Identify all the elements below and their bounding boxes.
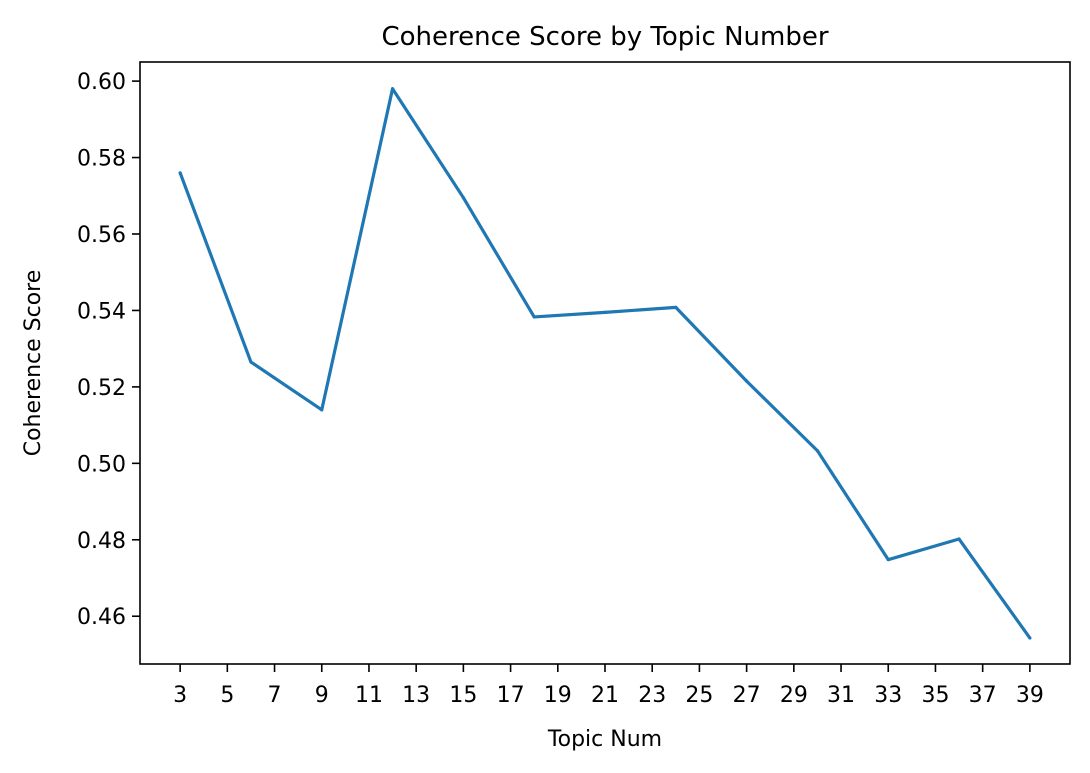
x-tick-label: 17 <box>497 683 525 708</box>
x-axis: 3 5 7 9 11 13 15 17 19 21 23 25 27 29 31 33 35 37 39 <box>173 664 1044 708</box>
data-point <box>320 408 324 412</box>
data-point <box>674 305 678 309</box>
x-tick-label: 15 <box>449 683 477 708</box>
data-point <box>603 310 607 314</box>
data-point <box>390 87 395 91</box>
x-tick-label: 35 <box>921 683 949 708</box>
y-axis-title: Coherence Score <box>21 270 46 457</box>
x-axis-title: Topic Num <box>547 727 662 752</box>
data-point <box>249 360 253 364</box>
data-point <box>886 558 890 562</box>
data-point <box>532 315 536 319</box>
series-layer <box>178 87 1032 640</box>
x-tick-label: 21 <box>591 683 619 708</box>
data-point <box>957 537 961 541</box>
y-tick-label: 0.60 <box>77 70 126 95</box>
plot-area <box>139 61 1071 665</box>
x-tick-label: 23 <box>638 683 666 708</box>
x-tick-label: 13 <box>402 683 430 708</box>
y-tick-label: 0.54 <box>77 299 126 324</box>
data-point <box>1028 636 1032 640</box>
x-tick-label: 19 <box>544 683 572 708</box>
y-tick-label: 0.58 <box>77 147 126 172</box>
x-tick-label: 29 <box>780 683 808 708</box>
x-tick-label: 25 <box>685 683 713 708</box>
x-tick-label: 9 <box>315 683 329 708</box>
data-point <box>178 171 182 175</box>
x-tick-label: 7 <box>268 683 282 708</box>
series-line <box>178 87 1032 639</box>
data-point <box>815 449 820 453</box>
x-tick-label: 37 <box>969 683 997 708</box>
x-tick-label: 5 <box>220 683 234 708</box>
y-tick-label: 0.56 <box>77 223 126 248</box>
y-tick-label: 0.50 <box>77 452 126 477</box>
y-tick-label: 0.52 <box>77 376 126 401</box>
y-tick-label: 0.48 <box>77 529 126 554</box>
y-tick-label: 0.46 <box>77 605 126 630</box>
data-point <box>745 379 749 383</box>
x-tick-label: 33 <box>874 683 902 708</box>
x-tick-label: 39 <box>1016 683 1044 708</box>
x-tick-label: 31 <box>827 683 855 708</box>
chart-title: Coherence Score by Topic Number <box>381 22 828 52</box>
data-point <box>461 196 465 200</box>
x-tick-label: 27 <box>733 683 761 708</box>
x-tick-label: 3 <box>173 683 187 708</box>
y-axis: 0.46 0.48 0.50 0.52 0.54 0.56 0.58 0.60 <box>77 70 140 630</box>
x-tick-label: 11 <box>355 683 383 708</box>
